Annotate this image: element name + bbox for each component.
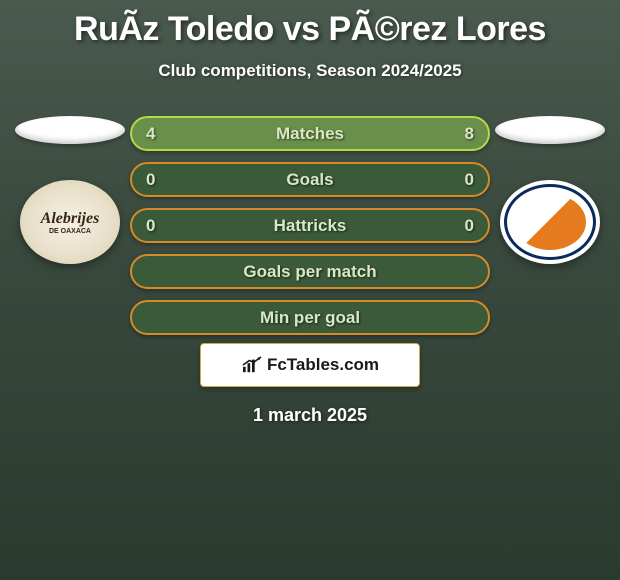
- stat-value-right: 0: [434, 170, 474, 190]
- left-logo-subname: DE OAXACA: [49, 228, 91, 235]
- stat-value-right: 0: [434, 216, 474, 236]
- stat-label: Min per goal: [186, 308, 434, 328]
- stats-column: 4Matches80Goals00Hattricks0Goals per mat…: [130, 116, 490, 335]
- stat-bar: 0Goals0: [130, 162, 490, 197]
- stat-bar: Min per goal: [130, 300, 490, 335]
- left-logo-name: Alebrijes: [41, 210, 100, 228]
- brand-text: FcTables.com: [267, 355, 379, 375]
- page-title: RuÃ­z Toledo vs PÃ©rez Lores: [0, 0, 620, 49]
- subtitle: Club competitions, Season 2024/2025: [0, 61, 620, 81]
- stat-label: Matches: [186, 124, 434, 144]
- stat-bar: 4Matches8: [130, 116, 490, 151]
- stat-label: Goals: [186, 170, 434, 190]
- right-club-logo: [500, 180, 600, 264]
- stat-value-right: 8: [434, 124, 474, 144]
- stat-bar: 0Hattricks0: [130, 208, 490, 243]
- stat-value-left: 4: [146, 124, 186, 144]
- match-date: 1 march 2025: [0, 405, 620, 426]
- stat-value-left: 0: [146, 216, 186, 236]
- chart-icon: [241, 356, 263, 374]
- left-player-ellipse: [15, 116, 125, 144]
- stat-value-left: 0: [146, 170, 186, 190]
- stat-bar: Goals per match: [130, 254, 490, 289]
- left-logo-text: Alebrijes DE OAXACA: [41, 210, 100, 235]
- left-club-logo: Alebrijes DE OAXACA: [20, 180, 120, 264]
- stat-label: Goals per match: [186, 262, 434, 282]
- right-player-ellipse: [495, 116, 605, 144]
- left-column: Alebrijes DE OAXACA: [10, 116, 130, 335]
- stat-label: Hattricks: [186, 216, 434, 236]
- brand-box: FcTables.com: [200, 343, 420, 387]
- right-column: [490, 116, 610, 335]
- content-row: Alebrijes DE OAXACA 4Matches80Goals00Hat…: [0, 116, 620, 335]
- right-logo-graphic: [514, 194, 586, 250]
